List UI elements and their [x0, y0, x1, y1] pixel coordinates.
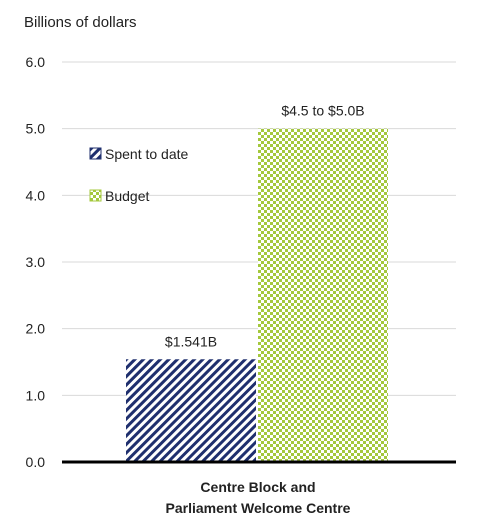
- data-label-spent-to-date: $1.541B: [165, 333, 217, 349]
- legend: Spent to date Budget: [89, 146, 189, 204]
- y-tick-label: 2.0: [26, 321, 46, 337]
- y-tick-label: 3.0: [26, 254, 46, 270]
- legend-swatch: [89, 147, 102, 160]
- bars: [126, 128, 388, 462]
- legend-label: Budget: [105, 188, 149, 204]
- category-label: Centre Block and: [200, 479, 315, 495]
- category-labels: Centre Block and Parliament Welcome Centr…: [166, 479, 351, 516]
- y-tick-label: 4.0: [26, 187, 46, 203]
- y-tick-label: 1.0: [26, 387, 46, 403]
- legend-swatch: [89, 189, 102, 202]
- y-tick-label: 5.0: [26, 121, 46, 137]
- y-axis-title: Billions of dollars: [24, 14, 137, 31]
- legend-label: Spent to date: [105, 146, 189, 162]
- data-labels: $1.541B $4.5 to $5.0B: [165, 103, 365, 350]
- bar-spent-to-date: [126, 359, 256, 462]
- y-axis-ticks: 0.0 1.0 2.0 3.0 4.0 5.0 6.0: [26, 54, 46, 470]
- bar-budget: [258, 128, 388, 462]
- y-tick-label: 6.0: [26, 54, 46, 70]
- data-label-budget: $4.5 to $5.0B: [281, 103, 364, 119]
- y-tick-label: 0.0: [26, 454, 46, 470]
- category-label: Parliament Welcome Centre: [166, 500, 351, 516]
